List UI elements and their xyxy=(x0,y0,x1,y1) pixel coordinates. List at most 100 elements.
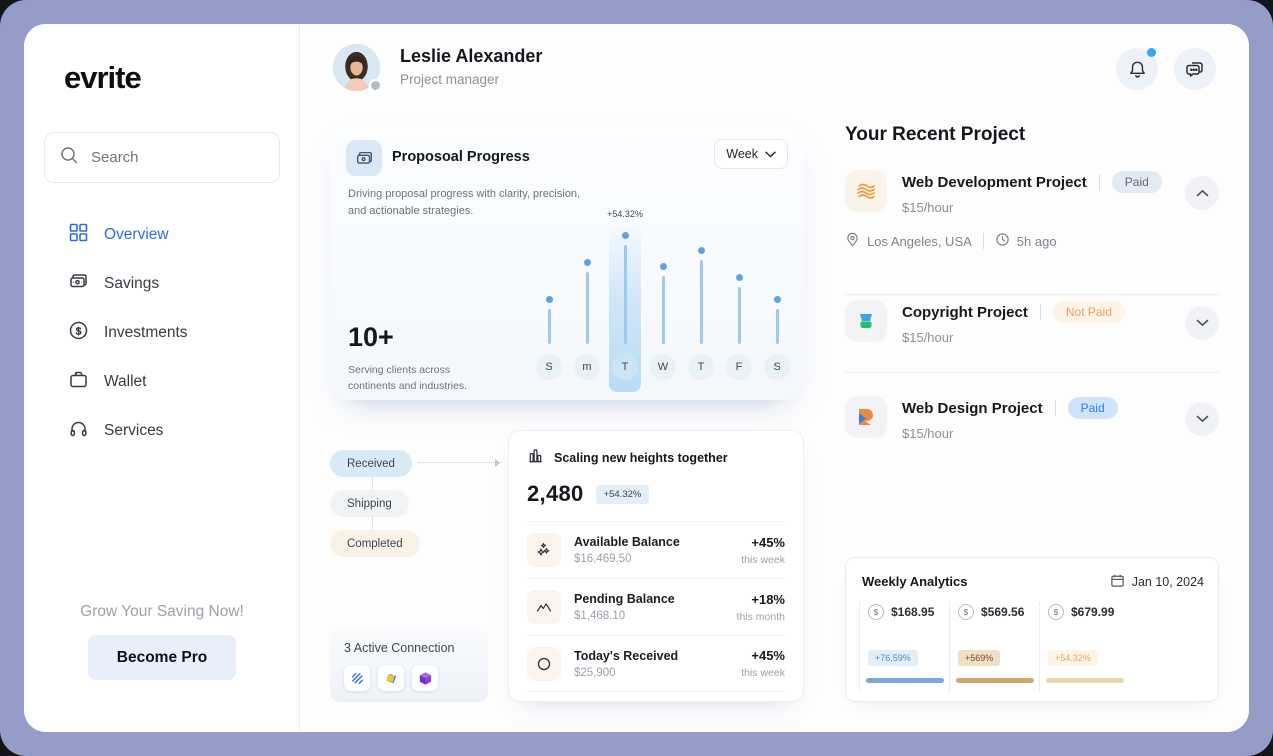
notifications-button[interactable] xyxy=(1116,48,1158,90)
flow-tag-label: Shipping xyxy=(347,497,392,510)
sidebar-nav: Overview Savings $ Investments Wallet xyxy=(68,210,278,455)
notification-dot xyxy=(1147,48,1156,57)
chart-bar xyxy=(547,309,551,344)
analytics-progress-bar xyxy=(1046,678,1124,683)
balance-amount: $25,900 xyxy=(574,666,616,679)
sidebar-item-label: Services xyxy=(104,421,164,439)
flow-tag-shipping[interactable]: Shipping xyxy=(330,490,409,517)
messages-button[interactable] xyxy=(1174,48,1216,90)
bar-dot xyxy=(773,296,781,303)
project-logo-waves-icon xyxy=(845,170,887,212)
trend-icon xyxy=(527,590,561,624)
proposal-bar-chart: S m +54.32% T W T F S xyxy=(536,209,790,392)
chart-bar xyxy=(775,309,779,344)
connection-cube-icon[interactable] xyxy=(412,665,438,691)
become-pro-button[interactable]: Become Pro xyxy=(88,635,236,680)
project-time: 5h ago xyxy=(995,232,1057,250)
day-label: W xyxy=(650,354,676,380)
day-label: S xyxy=(536,354,562,380)
project-status-badge: Paid xyxy=(1111,171,1162,193)
separator xyxy=(1039,304,1041,320)
bar-dot xyxy=(583,259,591,266)
balance-amount: $1,468.10 xyxy=(574,610,626,622)
balance-change-badge: +54.32% xyxy=(595,484,650,504)
balance-rows: Available Balance $16,469.50 +45% this w… xyxy=(527,521,785,692)
avatar[interactable] xyxy=(333,44,382,92)
project-title: Copyright Project xyxy=(902,303,1028,321)
project-title: Web Development Project xyxy=(902,173,1087,191)
analytics-progress-bar xyxy=(956,678,1034,683)
chart-column: T xyxy=(688,210,714,380)
sidebar-item-label: Investments xyxy=(104,323,188,341)
proposal-description: Driving proposal progress with clarity, … xyxy=(348,188,581,218)
chevron-down-icon xyxy=(1196,410,1209,428)
balance-period: this month xyxy=(736,610,785,623)
project-row-web-design[interactable]: Web Design Project Paid $15/hour xyxy=(845,396,1219,456)
projects-heading: Your Recent Project xyxy=(845,124,1026,145)
chevron-up-icon xyxy=(1196,184,1209,202)
day-label: T xyxy=(688,354,714,380)
cards-icon xyxy=(68,271,89,297)
sidebar-item-overview[interactable]: Overview xyxy=(68,210,278,259)
day-label: S xyxy=(764,354,790,380)
search-box[interactable] xyxy=(44,132,280,183)
divider xyxy=(845,372,1219,373)
period-value: Week xyxy=(726,147,758,161)
sidebar-item-wallet[interactable]: Wallet xyxy=(68,357,278,406)
search-input[interactable] xyxy=(91,149,241,166)
proposal-progress-card: Proposoal Progress Week Driving proposal… xyxy=(330,124,804,400)
proposal-card-icon xyxy=(346,140,382,176)
balance-row-received: Today's Received $25,900 +45% this week xyxy=(527,635,785,692)
chart-bar xyxy=(661,276,665,344)
sparkles-icon xyxy=(527,533,561,567)
balance-period: this week xyxy=(741,553,785,566)
collapse-project-button[interactable] xyxy=(1185,176,1219,210)
project-location: Los Angeles, USA xyxy=(845,232,972,250)
balance-period: this week xyxy=(741,667,785,679)
sidebar-item-investments[interactable]: $ Investments xyxy=(68,308,278,357)
separator xyxy=(1098,174,1100,190)
sidebar-item-savings[interactable]: Savings xyxy=(68,259,278,308)
connection-stripes-icon[interactable] xyxy=(344,665,370,691)
analytics-title: Weekly Analytics xyxy=(862,574,968,589)
sidebar-item-label: Overview xyxy=(104,225,169,243)
bar-chart-icon xyxy=(527,447,544,469)
project-status-badge: Not Paid xyxy=(1052,301,1125,323)
chart-column-highlighted[interactable]: +54.32% T xyxy=(607,209,643,392)
sidebar-item-label: Wallet xyxy=(104,372,147,390)
app-logo: evrite xyxy=(64,60,142,95)
connection-layers-icon[interactable] xyxy=(378,665,404,691)
flow-tag-received[interactable]: Received xyxy=(330,450,412,477)
chart-column: S xyxy=(764,210,790,380)
separator xyxy=(1054,400,1056,416)
analytics-date[interactable]: Jan 10, 2024 xyxy=(1110,573,1204,591)
day-label: T xyxy=(612,354,638,380)
map-pin-icon xyxy=(845,232,860,250)
headphones-icon xyxy=(68,418,89,444)
clients-stat-caption: Serving clients across continents and in… xyxy=(348,364,468,393)
avatar-status-badge xyxy=(369,79,382,92)
divider xyxy=(845,294,1219,295)
separator xyxy=(982,233,984,249)
flow-tag-completed[interactable]: Completed xyxy=(330,530,420,557)
project-row-copyright[interactable]: Copyright Project Not Paid $15/hour xyxy=(845,300,1219,360)
svg-text:$: $ xyxy=(76,326,82,337)
clock-icon xyxy=(995,232,1010,250)
project-row-web-development[interactable]: Web Development Project Paid $15/hour Lo… xyxy=(845,170,1219,268)
period-dropdown[interactable]: Week xyxy=(714,139,788,169)
sidebar-item-services[interactable]: Services xyxy=(68,406,278,455)
chevron-down-icon xyxy=(765,147,776,161)
chart-column: F xyxy=(726,210,752,380)
analytics-date-text: Jan 10, 2024 xyxy=(1131,575,1204,589)
chart-column: W xyxy=(650,210,676,380)
expand-project-button[interactable] xyxy=(1185,306,1219,340)
project-rate: $15/hour xyxy=(902,330,954,345)
chevron-down-icon xyxy=(1196,314,1209,332)
project-logo-r-mark-icon xyxy=(845,396,887,438)
balance-row-available: Available Balance $16,469.50 +45% this w… xyxy=(527,521,785,578)
project-time-text: 5h ago xyxy=(1016,233,1057,249)
expand-project-button[interactable] xyxy=(1185,402,1219,436)
analytics-column-2: $ $569.56 +569% xyxy=(949,602,1039,691)
main-content: Leslie Alexander Project manager Proposo… xyxy=(300,24,1249,732)
